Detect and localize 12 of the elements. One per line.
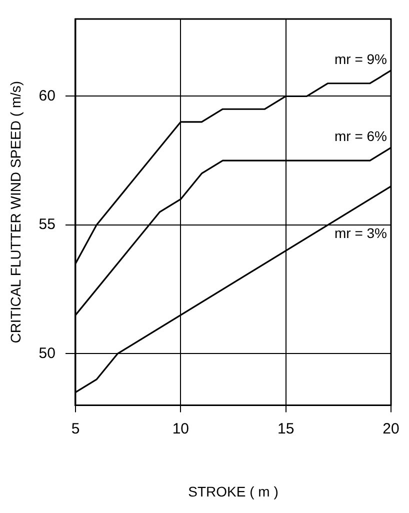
x-tick-label: 5 <box>71 420 80 438</box>
y-axis-title: CRITICAL FLUTTER WIND SPEED ( m/s) <box>7 80 24 344</box>
series-label: mr = 9% <box>334 50 387 67</box>
y-tick-label: 60 <box>38 87 56 104</box>
x-tick-label: 15 <box>277 420 294 438</box>
y-tick-label: 50 <box>38 344 56 362</box>
series-label: mr = 6% <box>334 128 387 144</box>
x-tick-label: 10 <box>172 420 189 438</box>
x-tick-label: 20 <box>382 420 400 438</box>
y-tick-label: 55 <box>38 216 56 234</box>
x-axis-title: STROKE ( m ) <box>188 483 278 500</box>
series-label: mr = 3% <box>334 224 387 241</box>
